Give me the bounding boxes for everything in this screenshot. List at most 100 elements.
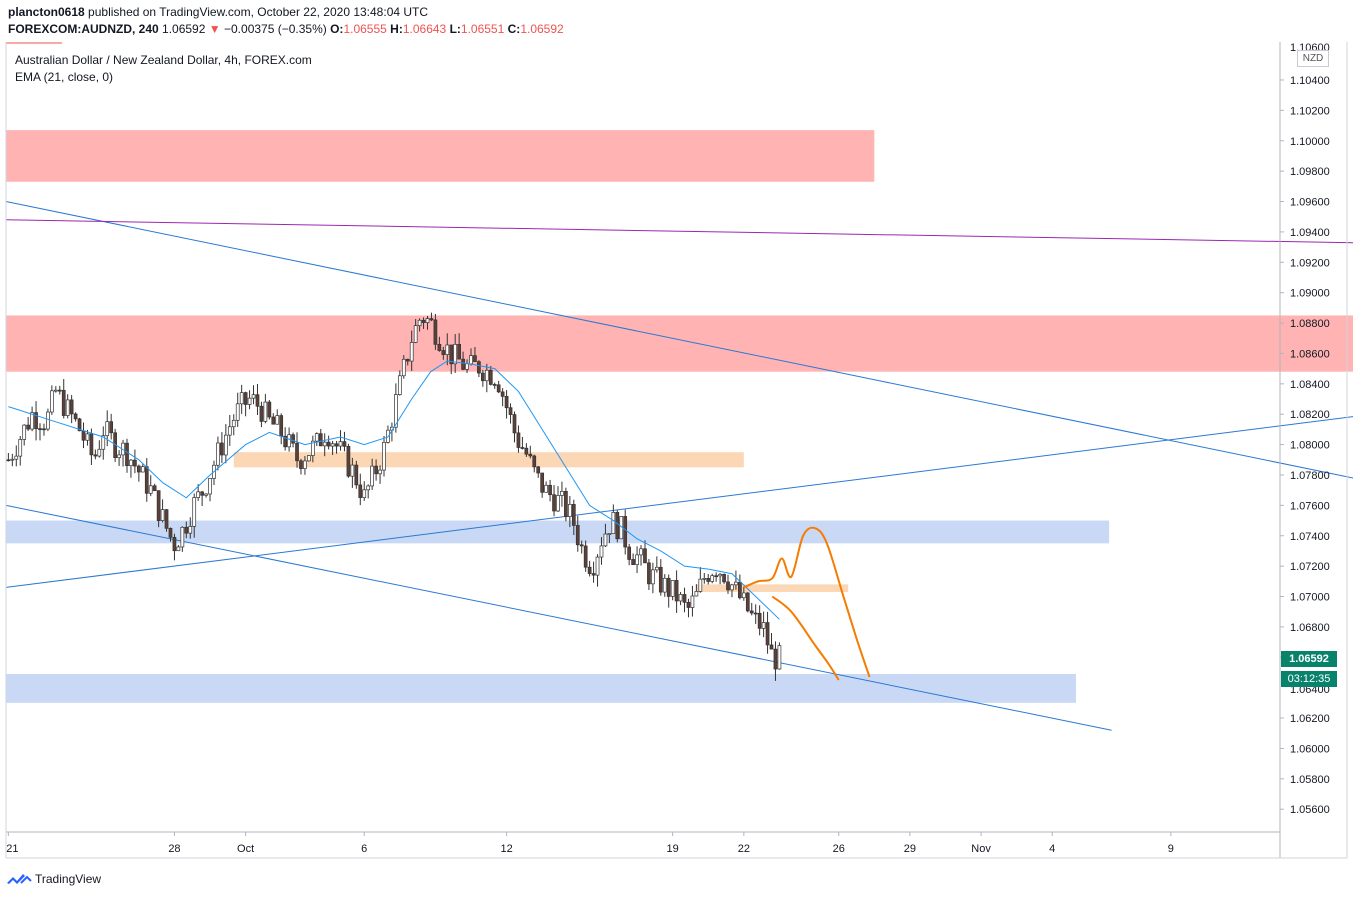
projection-path[interactable] [743, 526, 871, 678]
candle[interactable] [753, 604, 758, 624]
candle[interactable] [682, 587, 687, 613]
candle[interactable] [777, 642, 782, 670]
candle[interactable] [635, 546, 639, 574]
candle[interactable] [263, 394, 268, 424]
candle[interactable] [342, 431, 347, 452]
candle[interactable] [81, 422, 86, 449]
candle[interactable] [378, 465, 382, 484]
footer-brand[interactable]: TradingView [35, 872, 102, 886]
indicator-legend[interactable]: EMA (21, close, 0) [15, 70, 114, 84]
candle[interactable] [536, 466, 541, 478]
candle[interactable] [121, 439, 125, 467]
candle[interactable] [223, 424, 228, 464]
candle[interactable] [137, 464, 141, 482]
candle[interactable] [757, 605, 762, 636]
candle[interactable] [595, 554, 600, 587]
candle[interactable] [445, 333, 450, 366]
candle[interactable] [417, 318, 422, 332]
candle[interactable] [148, 475, 153, 497]
currency-button[interactable]: NZD [1297, 50, 1329, 67]
candle[interactable] [117, 450, 121, 466]
candle[interactable] [540, 472, 545, 498]
candle[interactable] [528, 445, 533, 459]
candle[interactable] [524, 443, 529, 457]
candle[interactable] [481, 369, 485, 387]
candle[interactable] [354, 460, 359, 489]
candle[interactable] [168, 527, 173, 542]
horizontal-trendline[interactable] [5, 219, 1353, 244]
candle[interactable] [710, 573, 715, 584]
candle[interactable] [239, 384, 244, 414]
candle[interactable] [97, 440, 102, 458]
candle[interactable] [730, 583, 734, 598]
candle[interactable] [516, 425, 521, 453]
candle[interactable] [310, 435, 315, 463]
candle[interactable] [216, 436, 220, 471]
candle[interactable] [291, 432, 295, 448]
candle[interactable] [738, 574, 742, 600]
candle[interactable] [512, 411, 517, 443]
candle[interactable] [449, 344, 454, 375]
candle[interactable] [22, 424, 27, 446]
candle[interactable] [176, 544, 181, 552]
candle[interactable] [666, 574, 671, 608]
candle[interactable] [334, 440, 339, 454]
candle[interactable] [346, 443, 351, 478]
candle[interactable] [61, 379, 66, 419]
candle[interactable] [42, 423, 46, 436]
candle[interactable] [279, 413, 284, 445]
candle[interactable] [654, 556, 659, 573]
candle[interactable] [508, 403, 513, 424]
candle[interactable] [552, 485, 556, 517]
candle[interactable] [500, 388, 505, 407]
candle[interactable] [307, 455, 311, 462]
candle[interactable] [564, 487, 568, 522]
candle[interactable] [129, 459, 133, 478]
candle[interactable] [152, 483, 157, 492]
candle[interactable] [69, 395, 74, 424]
candle[interactable] [532, 454, 537, 473]
candle[interactable] [362, 481, 367, 501]
trendline[interactable] [5, 201, 1353, 480]
candle[interactable] [314, 432, 319, 447]
candle[interactable] [477, 360, 481, 378]
candle[interactable] [560, 481, 564, 507]
candle[interactable] [599, 537, 604, 565]
price-axis[interactable]: 1.10400 1.10200 1.10000 1.09800 1.09600 1.094… [1280, 75, 1330, 816]
candle[interactable] [647, 558, 651, 590]
candle[interactable] [65, 394, 70, 419]
candle[interactable] [488, 365, 493, 386]
candle[interactable] [643, 540, 647, 564]
candle[interactable] [374, 459, 378, 481]
candle[interactable] [172, 533, 177, 561]
candle[interactable] [651, 562, 655, 594]
candle[interactable] [160, 499, 165, 523]
candle[interactable] [765, 611, 770, 654]
candle[interactable] [38, 423, 42, 441]
candle[interactable] [73, 412, 78, 422]
candle[interactable] [484, 363, 489, 393]
candle[interactable] [718, 573, 722, 585]
candle[interactable] [140, 463, 145, 473]
candle[interactable] [93, 449, 98, 460]
candle[interactable] [227, 414, 232, 446]
candle[interactable] [6, 452, 11, 462]
candle[interactable] [492, 382, 497, 389]
candle[interactable] [429, 312, 434, 322]
candle[interactable] [409, 330, 414, 371]
candle[interactable] [370, 458, 374, 490]
resistance-zone[interactable] [6, 130, 875, 182]
candle[interactable] [544, 481, 548, 493]
candle[interactable] [322, 433, 327, 457]
candle[interactable] [520, 436, 525, 450]
candle[interactable] [46, 408, 50, 432]
candle[interactable] [579, 540, 584, 554]
candle[interactable] [105, 410, 110, 447]
candle[interactable] [741, 586, 746, 601]
candle[interactable] [133, 449, 137, 474]
candle[interactable] [761, 611, 766, 638]
candle[interactable] [26, 416, 30, 431]
candle[interactable] [615, 510, 620, 543]
candle[interactable] [745, 592, 750, 613]
candle[interactable] [144, 458, 149, 502]
